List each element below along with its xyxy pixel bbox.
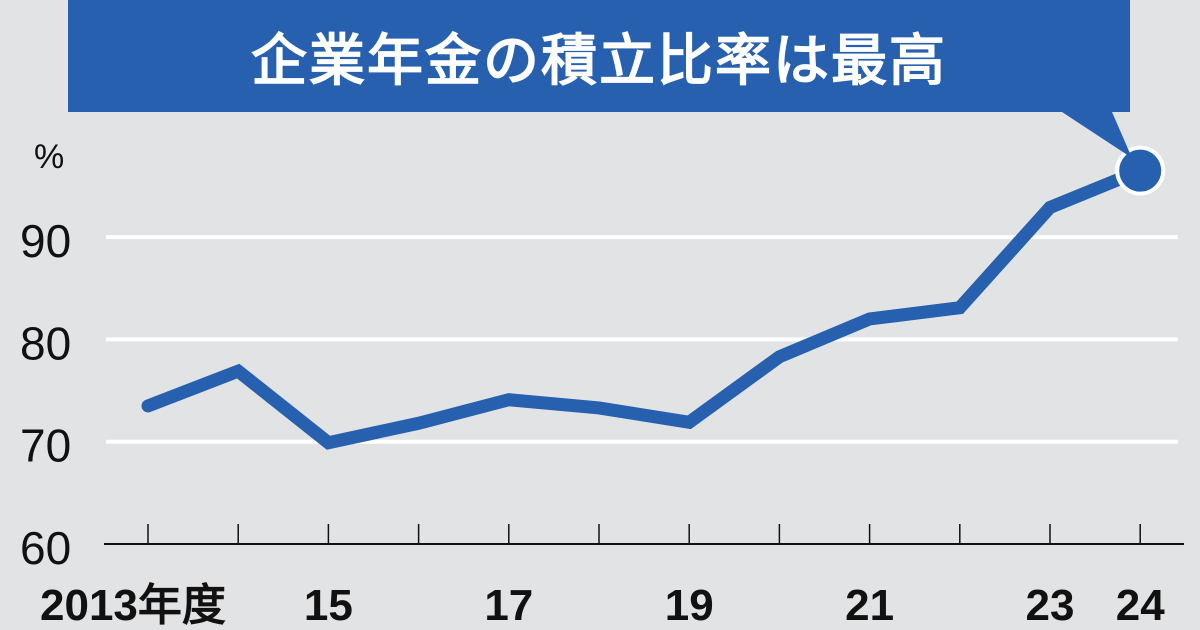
x-tick-label: 19 bbox=[665, 581, 714, 630]
x-tick-label: 15 bbox=[304, 581, 353, 630]
chart-title: 企業年金の積立比率は最高 bbox=[68, 0, 1130, 112]
y-tick-label: 80 bbox=[20, 317, 71, 369]
x-tick-label: 21 bbox=[845, 581, 894, 630]
x-tick-label: 17 bbox=[484, 581, 533, 630]
highlight-point bbox=[1115, 145, 1166, 196]
gridlines bbox=[106, 235, 1178, 444]
y-tick-label: 90 bbox=[20, 215, 71, 267]
series bbox=[141, 145, 1166, 450]
x-tick-label: 23 bbox=[1026, 581, 1075, 630]
x-tick-label: 24 bbox=[1116, 581, 1165, 630]
y-tick-label: 70 bbox=[20, 420, 71, 472]
y-axis-ticks: 60 70 80 90 bbox=[20, 215, 71, 574]
x-tick-label: 2013年度 bbox=[40, 581, 226, 630]
series-line bbox=[141, 164, 1147, 450]
x-axis: 2013年度 15 17 19 21 23 24 bbox=[40, 524, 1184, 630]
y-axis-unit: % bbox=[34, 138, 65, 176]
y-tick-label: 60 bbox=[20, 522, 71, 574]
